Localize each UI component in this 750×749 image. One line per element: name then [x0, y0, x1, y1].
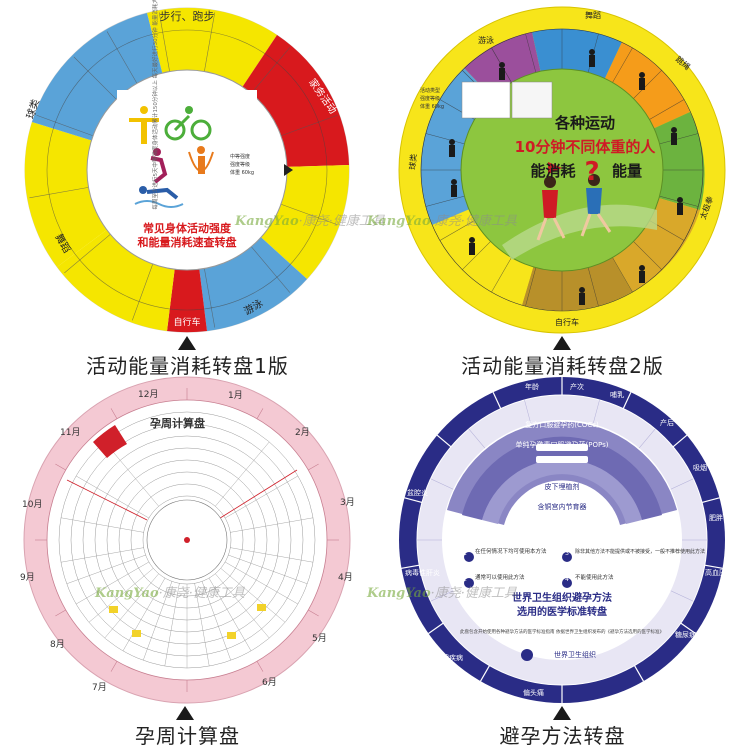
month-label-3: 3月 — [340, 497, 355, 508]
dial2-title-line2: 10分钟不同体重的人 — [515, 138, 657, 156]
legend-text-2: 通常可以使用此方法 — [475, 573, 525, 581]
dial2-sector-1: 游泳 — [478, 35, 494, 45]
dial1-pointer-2: 强度等级 — [230, 161, 250, 168]
dial1-pointer-3: 体重 60kg — [230, 169, 254, 176]
dial1-title-line2: 和能量消耗速查转盘 — [138, 235, 237, 249]
dial2-sector-4: 自行车 — [555, 317, 579, 327]
ring-label-hypertension: 高血压 — [705, 568, 726, 577]
method-label-iud: 含铜宫内节育器 — [538, 502, 587, 511]
sector-label-bicycle: 自行车 — [173, 316, 200, 328]
month-label-6: 6月 — [262, 677, 277, 688]
question-mark-icon: ? — [584, 157, 599, 187]
caption-3-arrow-icon — [176, 706, 194, 720]
panel-activity-dial-v2: 活动类型 强度等级 体重 60kg 各种运动 10分钟不同体重的人 能消耗 ? … — [367, 0, 750, 380]
month-label-2: 2月 — [295, 427, 310, 438]
who-emblem-icon — [521, 649, 533, 661]
caption-4: 避孕方法转盘 — [499, 724, 626, 748]
who-org-label: 世界卫生组织 — [554, 650, 596, 659]
contraception-title-line2: 选用的医学标准转盘 — [517, 605, 607, 618]
legend-text-1: 在任何情况下均可使用本方法 — [475, 547, 547, 555]
dial2-title-line4: 能量 — [612, 162, 642, 180]
swimmer-icon — [134, 186, 184, 208]
panel-activity-dial-v1: 步行、跑步 家务活动 游泳 球类 舞蹈 自行车 每周至少进行5天中等强度身体活动… — [0, 0, 385, 380]
dial1-pointer-1: 中等强度 — [230, 153, 250, 160]
legend-num-1: 1 — [463, 550, 467, 557]
sector-label-walking: 步行、跑步 — [160, 9, 215, 23]
panel-pregnancy-dial: 孕周计算盘 1月 2月 3月 4月 5月 6月 7月 8月 9月 10月 11月… — [0, 375, 375, 748]
pregnancy-dial-title: 孕周计算盘 — [150, 416, 205, 430]
month-label-8: 8月 — [50, 639, 65, 650]
month-label-7: 7月 — [92, 682, 107, 693]
method-label-pops: 单纯孕激素口服避孕药(POPs) — [516, 440, 609, 449]
legend-num-4: 4 — [565, 576, 569, 583]
panel-contraception-dial: 复方口服避孕药(COCs) 单纯孕激素口服避孕药(POPs) 皮下埋植剂 含铜宫… — [367, 375, 750, 748]
dial2-center-label-1: 活动类型 — [420, 87, 440, 94]
ring-label-hepatitis: 病毒性肝炎 — [405, 568, 440, 577]
legend-num-3: 3 — [565, 550, 569, 557]
activity-dial-v1-disk: 步行、跑步 家务活动 游泳 球类 舞蹈 自行车 每周至少进行5天中等强度身体活动… — [23, 0, 350, 333]
pregnancy-dial-disk: 孕周计算盘 1月 2月 3月 4月 5月 6月 7月 8月 9月 10月 11月… — [20, 376, 355, 704]
month-label-10: 10月 — [22, 499, 42, 510]
month-label-12: 12月 — [138, 389, 158, 400]
watermark-4: KangYao·康尧·健康工具 — [367, 586, 517, 601]
month-label-4: 4月 — [338, 572, 353, 583]
caption-4-arrow-icon — [553, 706, 571, 720]
dial2-sector-2: 球类 — [407, 153, 418, 170]
month-label-5: 5月 — [312, 633, 327, 644]
contraception-title-line1: 世界卫生组织避孕方法 — [512, 591, 612, 604]
activity-dial-v2-disk: 活动类型 强度等级 体重 60kg 各种运动 10分钟不同体重的人 能消耗 ? … — [398, 6, 726, 334]
cyclist-icon — [164, 106, 212, 141]
watermark-3: KangYao·康尧·健康工具 — [95, 586, 245, 601]
weightlifter-icon — [129, 106, 159, 144]
rope-jumper-icon — [188, 146, 214, 174]
contraception-footnote: 此盘包含开始使用各种避孕方法的医学标准指南 依据世界卫生组织发布的《避孕方法选用… — [460, 628, 664, 635]
dial1-intro-text: 每周至少进行5天中等强度身体活动累计150分钟以上 每天最好进行30分钟 能量消… — [151, 0, 159, 210]
ring-label-pid: 盆腔炎 — [407, 488, 428, 497]
dial2-sector-6: 舞蹈 — [585, 10, 601, 20]
ring-label-obesity: 肥胖 — [709, 513, 723, 522]
month-label-1: 1月 — [228, 390, 243, 401]
ring-label-age: 年龄 — [525, 382, 539, 391]
runner-male-icon — [580, 174, 612, 237]
watermark-1: KangYao·康尧·健康工具 — [235, 214, 385, 229]
dial2-center-label-3: 体重 60kg — [420, 103, 444, 110]
caption-1: 活动能量消耗转盘1版 — [86, 354, 289, 378]
ring-label-migraine: 偏头痛 — [523, 688, 544, 697]
ring-label-parity: 产次 — [570, 382, 584, 391]
dial2-title-line1: 各种运动 — [554, 114, 615, 132]
method-label-cocs: 复方口服避孕药(COCs) — [525, 420, 599, 429]
legend-text-4: 不能使用此方法 — [575, 573, 614, 581]
method-label-implant: 皮下埋植剂 — [545, 482, 580, 491]
ring-label-breastfeeding: 哺乳 — [610, 390, 624, 399]
dial1-title-line1: 常见身体活动强度 — [143, 221, 232, 235]
caption-1-arrow-icon — [178, 336, 196, 350]
ring-label-postpartum: 产后 — [660, 418, 674, 427]
runner-female-icon — [536, 176, 566, 241]
ring-label-breast: 乳腺疾病 — [435, 653, 463, 662]
month-label-9: 9月 — [20, 572, 35, 583]
runner-icon — [150, 148, 168, 184]
watermark-2: KangYao·康尧·健康工具 — [367, 214, 517, 229]
legend-text-3: 除非其他方法不能提供或不被接受，一般不推荐使用此方法 — [575, 548, 705, 555]
legend-num-2: 2 — [463, 576, 467, 583]
ring-label-smoking: 吸烟 — [693, 463, 707, 472]
caption-3: 孕周计算盘 — [135, 724, 240, 748]
dial2-title-line3: 能消耗 — [530, 162, 575, 180]
contraception-dial-disk: 复方口服避孕药(COCs) 单纯孕激素口服避孕药(POPs) 皮下埋植剂 含铜宫… — [399, 377, 726, 703]
caption-2-arrow-icon — [553, 336, 571, 350]
ring-label-diabetes: 糖尿病 — [675, 630, 696, 639]
month-label-11: 11月 — [60, 427, 80, 438]
caption-2: 活动能量消耗转盘2版 — [461, 354, 664, 378]
dial2-center-label-2: 强度等级 — [420, 95, 440, 102]
